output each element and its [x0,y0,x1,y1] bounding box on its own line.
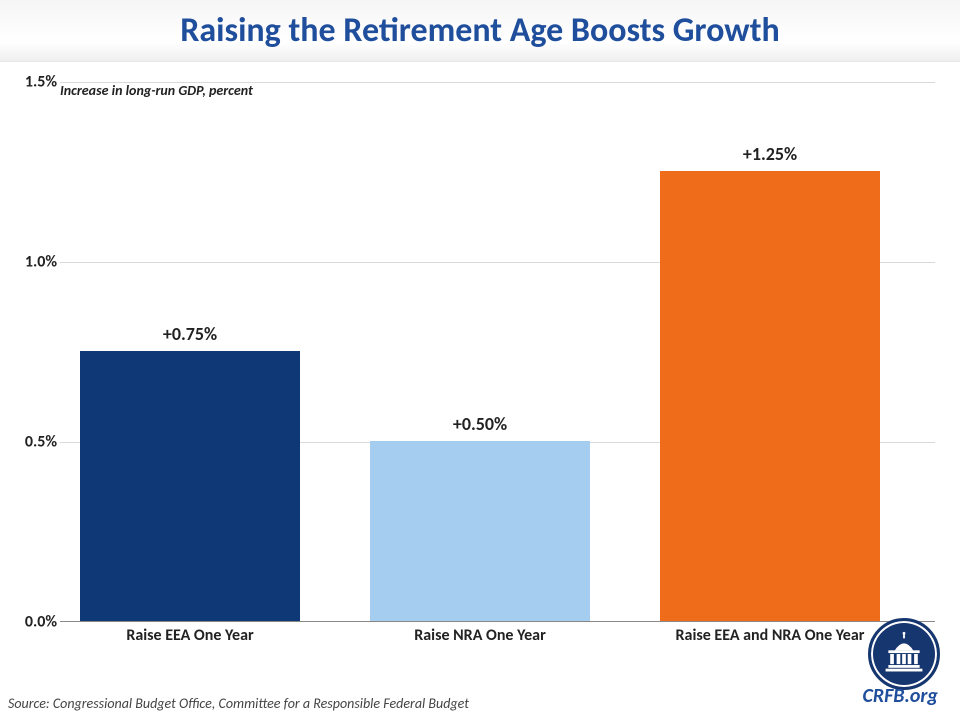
plot-area: +0.75% +0.50% +1.25% [60,82,935,622]
y-tick-label: 1.5% [25,73,57,92]
bar-value-label: +0.50% [370,413,590,441]
y-axis: 0.0%0.5%1.0%1.5% [15,82,57,642]
y-tick-label: 0.5% [25,433,57,452]
source-text: Source: Congressional Budget Office, Com… [8,695,469,712]
bar [370,441,590,621]
crfb-logo [868,618,940,690]
capitol-icon [881,631,927,677]
slide: Raising the Retirement Age Boosts Growth… [0,0,960,720]
x-category-label: Raise EEA One Year [80,626,300,645]
bar [660,171,880,621]
bar [80,351,300,621]
bar-value-label: +1.25% [660,143,880,171]
bar-value-label: +0.75% [80,323,300,351]
brand-text: CRFB.org [862,684,938,708]
page-title: Raising the Retirement Age Boosts Growth [180,10,780,51]
bar-wrap: +0.50% [370,441,590,621]
bar-wrap: +1.25% [660,171,880,621]
x-category-label: Raise NRA One Year [370,626,590,645]
bar-wrap: +0.75% [80,351,300,621]
x-axis-labels: Raise EEA One Year Raise NRA One Year Rais… [60,626,935,646]
y-tick-label: 0.0% [25,613,57,632]
title-band: Raising the Retirement Age Boosts Growth [0,0,960,62]
x-category-label: Raise EEA and NRA One Year [660,626,880,645]
grid-line [60,82,935,83]
bar-chart: 0.0%0.5%1.0%1.5% +0.75%+0.50%+1.25% Rais… [15,82,935,642]
y-tick-label: 1.0% [25,253,57,272]
